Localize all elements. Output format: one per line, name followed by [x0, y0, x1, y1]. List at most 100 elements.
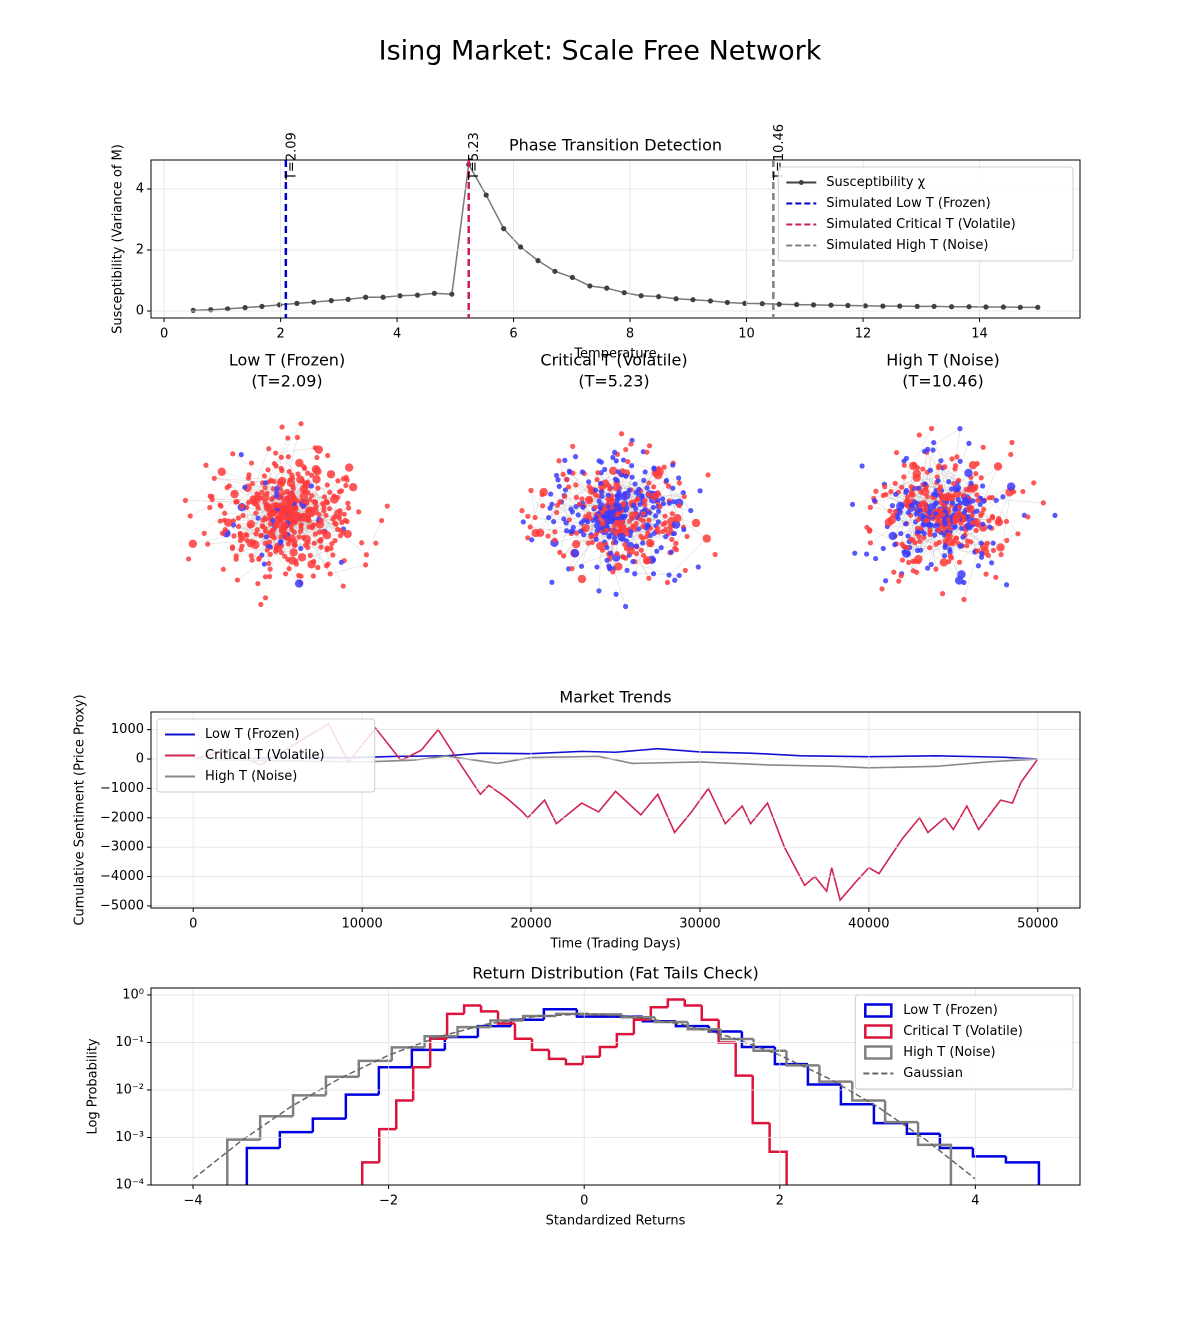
- node: [594, 476, 600, 483]
- node: [925, 565, 931, 571]
- node: [910, 537, 916, 543]
- node: [555, 477, 561, 483]
- node: [585, 540, 591, 546]
- node: [271, 526, 277, 533]
- node: [572, 454, 579, 460]
- node: [935, 478, 941, 484]
- node: [604, 515, 613, 525]
- node: [619, 514, 625, 521]
- node: [586, 483, 592, 490]
- node: [620, 502, 627, 508]
- histogram-bin: [311, 1117, 346, 1133]
- node: [935, 514, 942, 520]
- node: [345, 500, 351, 506]
- node: [562, 493, 568, 499]
- node: [618, 431, 625, 437]
- node: [330, 495, 339, 504]
- legend-label: Susceptibility χ: [826, 175, 925, 190]
- node: [238, 531, 244, 538]
- node: [296, 572, 302, 579]
- node: [996, 543, 1005, 552]
- node: [285, 454, 291, 460]
- node: [311, 540, 317, 546]
- node: [341, 511, 347, 517]
- node: [954, 454, 960, 460]
- edge: [926, 485, 970, 489]
- x-axis-label: Standardized Returns: [546, 1214, 686, 1229]
- edge: [530, 490, 536, 518]
- node: [688, 507, 694, 514]
- node: [217, 467, 226, 476]
- node: [276, 478, 286, 488]
- node: [301, 464, 307, 470]
- point: [259, 303, 265, 310]
- node: [265, 467, 271, 473]
- x-tick-label: 14: [971, 327, 988, 342]
- node: [612, 449, 618, 455]
- node: [583, 513, 589, 520]
- node: [990, 540, 996, 546]
- node: [309, 472, 315, 478]
- node: [901, 462, 907, 468]
- node: [895, 515, 901, 522]
- node: [325, 561, 331, 567]
- node: [892, 509, 899, 515]
- node: [892, 480, 898, 486]
- node: [614, 562, 623, 571]
- point: [587, 283, 593, 289]
- node: [612, 483, 622, 492]
- node: [882, 484, 888, 490]
- node: [337, 508, 343, 514]
- node: [289, 497, 295, 503]
- node: [936, 487, 942, 493]
- node: [939, 591, 946, 597]
- histogram-bin: [445, 1012, 465, 1039]
- node: [573, 482, 579, 488]
- node: [285, 541, 291, 547]
- node: [655, 519, 662, 525]
- node: [626, 487, 632, 493]
- y-tick-label: −5000: [100, 898, 144, 913]
- edge: [920, 452, 928, 506]
- node: [927, 510, 933, 516]
- node: [239, 503, 245, 509]
- axes-frame: [150, 159, 1081, 319]
- node: [298, 522, 304, 528]
- histogram-bin: [575, 1009, 610, 1018]
- node: [263, 534, 269, 540]
- node: [262, 480, 269, 486]
- node: [255, 580, 261, 587]
- node: [292, 538, 298, 544]
- node: [327, 506, 333, 512]
- node: [656, 508, 662, 514]
- edge: [625, 504, 641, 517]
- node: [592, 504, 598, 510]
- node: [217, 518, 223, 524]
- node: [942, 521, 948, 527]
- edge: [903, 476, 949, 482]
- node: [295, 458, 304, 468]
- node: [947, 526, 953, 532]
- node: [267, 573, 273, 580]
- node: [964, 468, 973, 478]
- y-tick-label: −4000: [100, 869, 144, 884]
- node: [636, 526, 642, 532]
- node: [606, 532, 612, 539]
- node: [234, 577, 241, 583]
- panel-subtitle: (T=2.09): [251, 372, 322, 391]
- network: [182, 421, 390, 608]
- node: [255, 505, 261, 511]
- node: [220, 566, 226, 572]
- node: [1008, 451, 1014, 458]
- node: [609, 466, 618, 476]
- node: [288, 513, 298, 523]
- node: [567, 469, 573, 475]
- node: [335, 526, 341, 533]
- figure-title: Ising Market: Scale Free Network: [379, 36, 822, 67]
- node: [219, 530, 225, 536]
- node: [604, 557, 610, 563]
- node: [940, 511, 946, 518]
- legend-box: [777, 166, 1074, 262]
- node: [642, 497, 648, 504]
